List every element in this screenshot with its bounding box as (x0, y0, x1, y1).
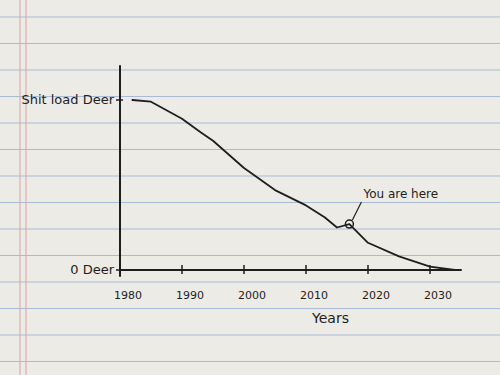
ruled-line (0, 255, 500, 256)
ruled-line (0, 308, 500, 309)
ruled-line (0, 17, 500, 18)
plot-group (132, 100, 454, 270)
chart-root: 1980 1990 2000 2010 2020 2030 0 Deer Shit load … (0, 0, 500, 375)
x-tick-label: 1980 (114, 289, 142, 302)
x-tick-label: 2000 (238, 289, 266, 302)
ruled-line (0, 202, 500, 203)
ruled-line (0, 335, 500, 336)
x-tick-label: 2020 (362, 289, 390, 302)
data-line (132, 100, 454, 270)
ruled-line (0, 361, 500, 362)
x-tick (367, 265, 369, 274)
annotation-leader (352, 202, 361, 220)
ruled-line (0, 70, 500, 71)
x-axis-label: Years (311, 310, 349, 326)
ruled-line (0, 43, 500, 44)
y-tick-label: 0 Deer (70, 262, 114, 277)
ruled-line (0, 229, 500, 230)
ruled-line (0, 176, 500, 177)
x-tick (181, 265, 183, 274)
ruled-line (0, 282, 500, 283)
paper (0, 0, 500, 375)
ruled-line (0, 149, 500, 150)
y-tick-label: Shit load Deer (21, 92, 114, 107)
x-tick (243, 265, 245, 274)
x-tick-label: 1990 (176, 289, 204, 302)
x-tick-label: 2030 (424, 289, 452, 302)
y-axis (119, 66, 121, 276)
y-tick (116, 99, 123, 101)
annotation-text: You are here (362, 187, 438, 201)
x-axis (120, 269, 461, 271)
margin-line (20, 0, 21, 375)
x-tick (305, 265, 307, 274)
x-tick-label: 2010 (300, 289, 328, 302)
annotation-marker (345, 220, 353, 228)
y-tick (116, 269, 123, 271)
margin-line (26, 0, 27, 375)
ruled-line (0, 123, 500, 124)
